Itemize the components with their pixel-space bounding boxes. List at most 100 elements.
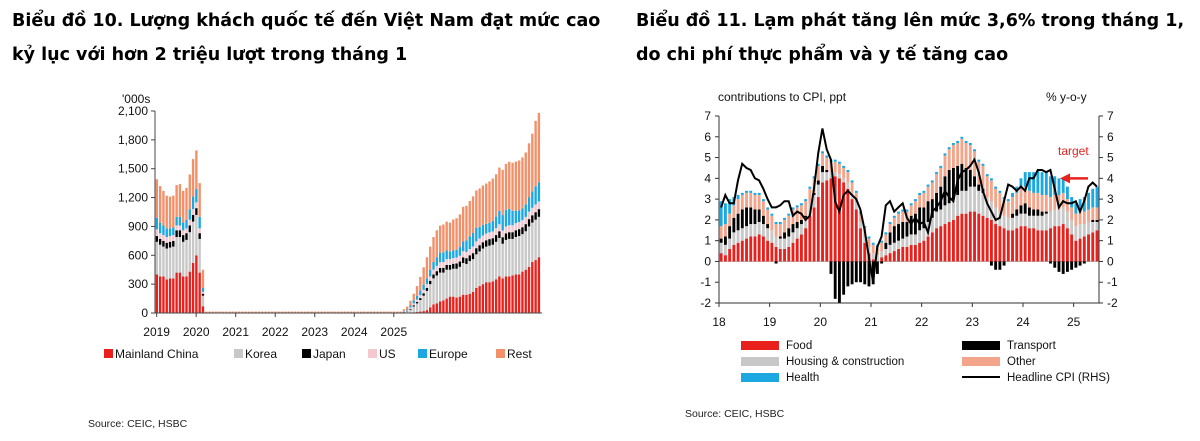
- right-y2-tick-label: 2: [1107, 213, 1114, 227]
- left-bar-rest: [369, 311, 373, 313]
- left-bar-rest: [498, 167, 501, 211]
- right-bar-housing-construction: [1015, 215, 1019, 229]
- right-bar-housing-construction: [859, 221, 862, 229]
- right-right-axis-label: % y-o-y: [1046, 90, 1087, 104]
- right-bar-housing-construction: [732, 232, 736, 245]
- right-bar-food: [998, 226, 1002, 262]
- right-bar-other: [994, 188, 998, 208]
- right-bar-transport: [989, 261, 993, 266]
- left-bar-japan: [488, 239, 491, 246]
- right-bar-other: [1040, 194, 1044, 212]
- right-bar-housing-construction: [761, 224, 765, 237]
- right-y2-tick-label: 3: [1107, 192, 1114, 206]
- right-bar-housing-construction: [1082, 224, 1086, 237]
- left-bar-korea: [191, 221, 195, 263]
- left-bar-rest: [392, 311, 396, 313]
- right-bar-other: [766, 209, 770, 225]
- right-bar-other: [1006, 201, 1010, 218]
- left-bar-mainland-china: [498, 276, 501, 313]
- left-bar-korea: [419, 300, 422, 312]
- right-bar-food: [1002, 228, 1006, 262]
- right-bar-other: [901, 211, 905, 222]
- left-bar-us: [475, 241, 478, 249]
- left-bar-japan: [508, 232, 511, 239]
- left-bar-us: [155, 229, 159, 237]
- right-bar-other: [909, 205, 913, 216]
- right-bar-health: [1057, 178, 1061, 195]
- right-bar-food: [884, 255, 888, 262]
- right-bar-other: [846, 172, 850, 183]
- right-bar-other: [850, 182, 854, 193]
- left-bar-korea: [412, 306, 415, 313]
- left-bar-rest: [287, 311, 290, 313]
- left-bar-us: [461, 251, 465, 258]
- left-bar-mainland-china: [438, 301, 442, 313]
- right-bar-other: [985, 176, 989, 198]
- right-bar-housing-construction: [1078, 224, 1082, 239]
- left-bar-us: [504, 226, 508, 234]
- right-bar-housing-construction: [736, 230, 740, 243]
- right-bar-transport: [816, 180, 820, 185]
- right-bar-other: [778, 224, 782, 237]
- left-bar-korea: [188, 232, 191, 272]
- right-bar-food: [740, 240, 744, 262]
- left-bar-mainland-china: [514, 274, 518, 313]
- right-bar-food: [736, 242, 740, 262]
- left-bar-korea: [185, 239, 188, 277]
- right-bar-food: [1019, 226, 1023, 262]
- right-bar-transport: [1082, 261, 1086, 264]
- left-bar-japan: [175, 230, 178, 238]
- right-bar-transport: [1065, 261, 1069, 272]
- legend-label-transport: Transport: [1007, 340, 1057, 352]
- left-bar-rest: [517, 160, 521, 211]
- left-bar-europe: [458, 247, 462, 256]
- left-bar-japan: [524, 224, 527, 232]
- left-bar-europe: [491, 220, 494, 232]
- left-bar-europe: [182, 222, 185, 231]
- right-bar-housing-construction: [770, 230, 774, 243]
- left-x-tick-label: 2023: [301, 325, 328, 339]
- left-bar-korea: [448, 269, 452, 297]
- left-bar-japan: [494, 235, 498, 242]
- left-bar-japan: [501, 237, 504, 244]
- right-bar-health: [989, 178, 993, 181]
- left-bar-mainland-china: [442, 300, 445, 313]
- left-bar-rest: [280, 311, 284, 313]
- right-bar-other: [947, 149, 951, 171]
- left-bar-mainland-china: [501, 278, 504, 313]
- left-source-note: Source: CEIC, HSBC: [88, 418, 188, 430]
- left-bar-europe: [481, 224, 485, 236]
- left-bar-us: [162, 235, 165, 241]
- right-bar-transport: [951, 167, 955, 200]
- left-bar-rest: [511, 162, 514, 211]
- legend-swatch-rest: [496, 349, 505, 358]
- right-bar-transport: [880, 261, 884, 264]
- left-bar-mainland-china: [455, 297, 458, 313]
- left-bar-mainland-china: [178, 272, 182, 313]
- right-bar-food: [1015, 228, 1019, 262]
- right-bar-health: [778, 221, 782, 225]
- left-bar-rest: [527, 143, 531, 198]
- left-bar-rest: [326, 311, 330, 313]
- left-bar-europe: [432, 262, 435, 270]
- right-bar-other: [1049, 197, 1052, 212]
- right-bar-health: [901, 209, 905, 212]
- left-bar-europe: [508, 208, 511, 226]
- right-bar-transport: [1091, 219, 1095, 222]
- left-bar-korea: [432, 278, 435, 305]
- left-bars: [155, 112, 541, 314]
- left-bar-rest: [465, 205, 468, 241]
- right-bar-health: [774, 221, 778, 225]
- left-bar-mainland-china: [195, 255, 198, 313]
- left-bar-us: [511, 225, 514, 233]
- right-bar-food: [905, 246, 909, 262]
- right-bar-food: [918, 242, 922, 262]
- left-bar-mainland-china: [471, 291, 475, 313]
- left-bar-rest: [419, 276, 422, 291]
- left-bar-japan: [178, 230, 182, 238]
- left-bar-us: [517, 222, 521, 230]
- right-bar-transport: [901, 221, 905, 239]
- left-y-tick-label: 1,500: [118, 162, 148, 176]
- right-bar-food: [981, 215, 985, 262]
- right-bar-other: [799, 205, 803, 220]
